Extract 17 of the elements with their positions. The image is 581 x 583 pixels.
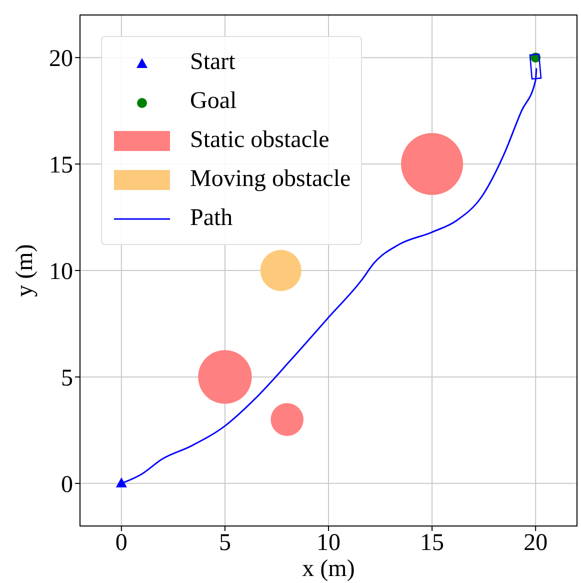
y-axis-title: y (m) [12, 244, 38, 297]
legend-label: Start [190, 49, 236, 76]
x-tick-label: 5 [218, 530, 231, 556]
x-tick-label: 15 [420, 530, 444, 556]
y-tick-label: 5 [61, 365, 73, 392]
y-tick-label: 10 [49, 259, 73, 286]
legend-label: Path [190, 205, 233, 232]
x-tick-label: 10 [316, 530, 340, 556]
y-tick-label: 0 [61, 472, 73, 498]
y-tick-label: 15 [49, 152, 73, 179]
x-tick-label: 0 [115, 530, 128, 556]
x-axis-title: x (m) [302, 556, 355, 582]
legend-label: Static obstacle [190, 127, 330, 154]
y-tick-label: 20 [49, 46, 73, 72]
x-tick-label: 20 [524, 530, 548, 556]
legend-label: Goal [190, 88, 237, 115]
legend-label: Moving obstacle [190, 166, 351, 193]
